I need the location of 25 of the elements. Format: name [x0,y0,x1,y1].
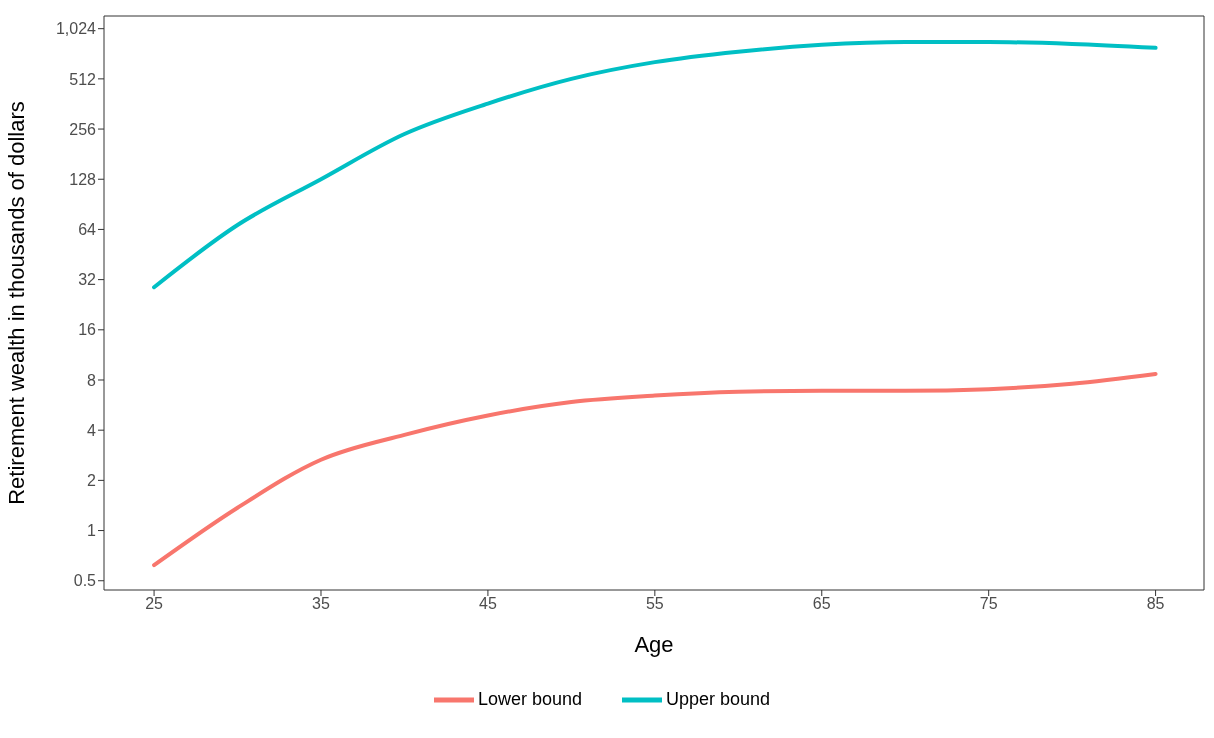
x-tick-label: 45 [479,595,497,613]
x-tick-label: 35 [312,595,330,613]
y-axis-title: Retirement wealth in thousands of dollars [3,101,29,505]
y-tick-label: 4 [87,421,97,439]
y-tick-label: 64 [78,221,97,239]
x-tick-label: 75 [979,595,998,613]
y-tick-label: 0.5 [73,572,97,590]
y-tick-label: 32 [78,271,97,289]
y-tick-label: 8 [87,371,97,389]
y-tick-label: 1,024 [55,20,97,38]
x-tick-label: 65 [812,595,831,613]
legend-label: Lower bound [477,688,582,709]
legend-label: Upper bound [666,688,771,709]
y-tick-label: 128 [69,170,97,188]
y-tick-label: 16 [78,321,97,339]
x-axis-title: Age [634,632,674,657]
line-series [152,371,1158,568]
x-tick-label: 55 [645,595,664,613]
y-tick-label: 512 [69,70,97,88]
y-tick-label: 1 [87,522,97,540]
line-series [152,40,1158,290]
y-tick-label: 2 [87,472,97,490]
y-tick-label: 256 [69,120,97,138]
x-tick-label: 25 [145,595,164,613]
x-tick-label: 85 [1146,595,1165,613]
